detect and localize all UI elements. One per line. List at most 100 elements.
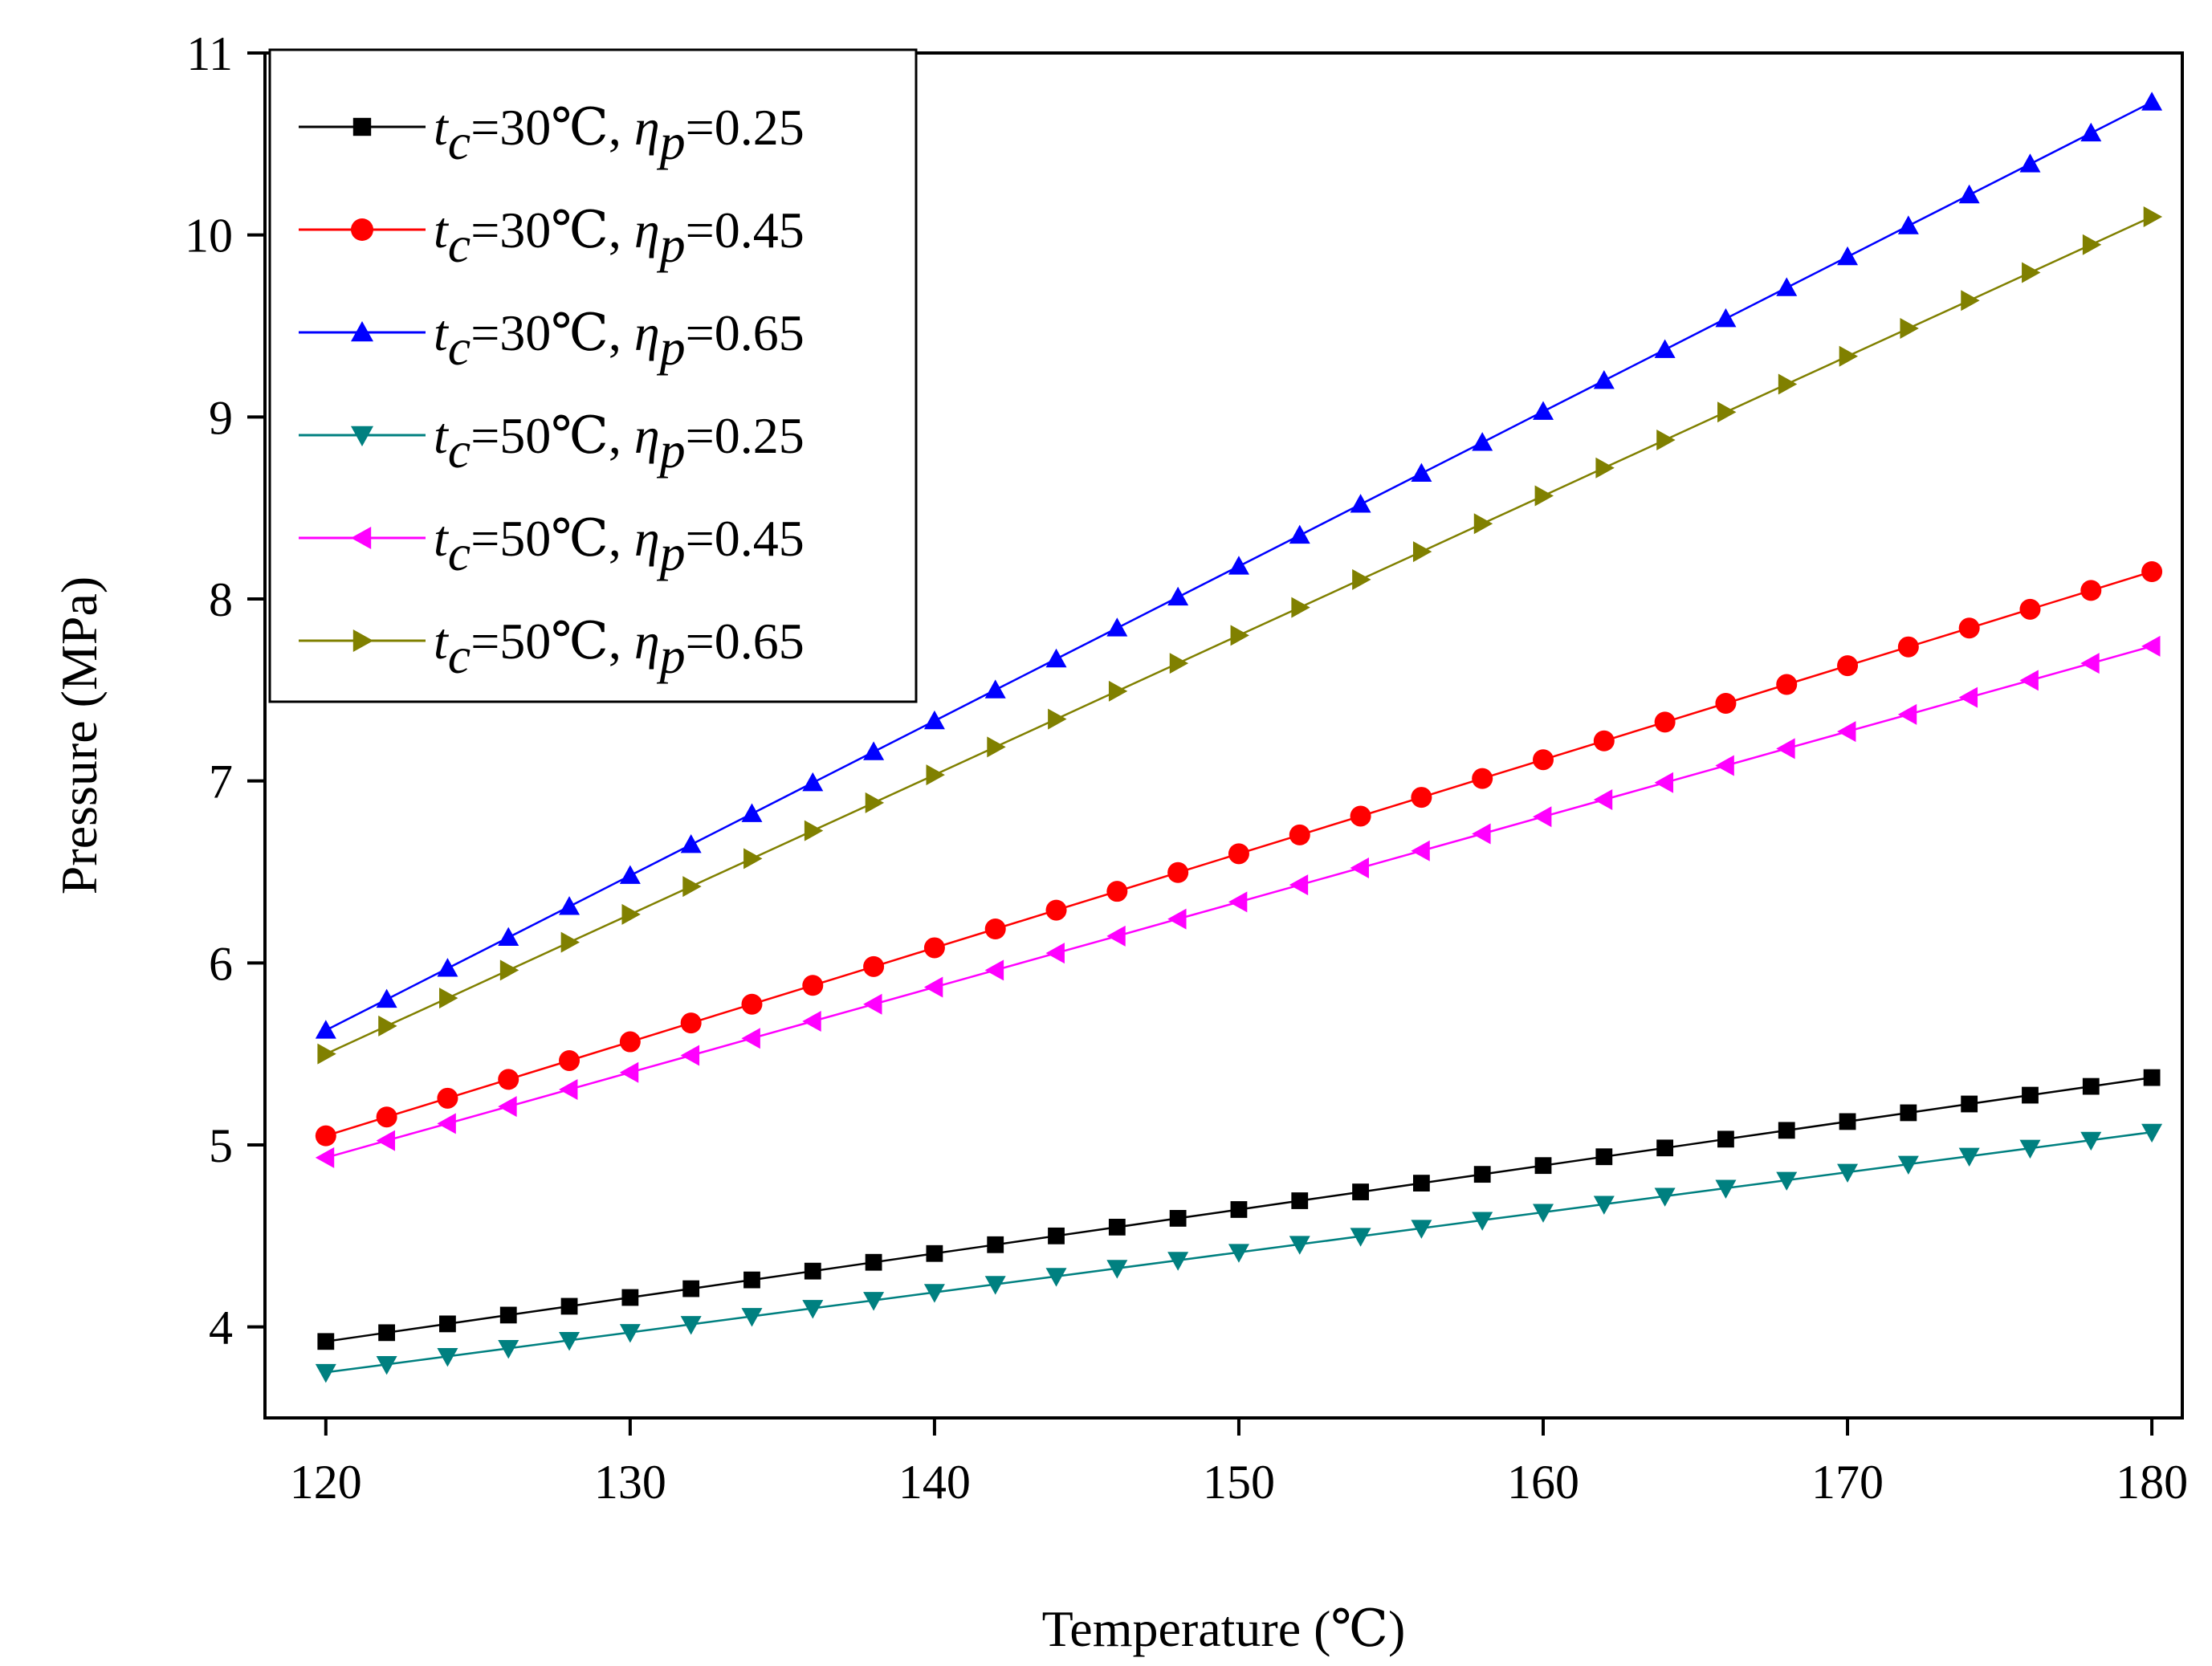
data-point xyxy=(926,1244,943,1262)
data-point xyxy=(1717,1130,1734,1148)
legend-label-part: c xyxy=(448,524,471,581)
legend-label-part: p xyxy=(657,524,686,581)
data-point xyxy=(2019,153,2041,173)
data-point xyxy=(2141,635,2161,657)
data-point xyxy=(437,958,458,977)
series-layer xyxy=(315,92,2163,1383)
legend-label-part: p xyxy=(657,627,686,684)
data-point xyxy=(559,1049,580,1071)
data-point xyxy=(2019,598,2041,620)
data-point xyxy=(1045,1268,1067,1287)
data-point xyxy=(1048,1227,1065,1244)
data-point xyxy=(1961,1095,1978,1113)
data-point xyxy=(376,1355,397,1375)
data-point xyxy=(1167,862,1189,883)
data-point xyxy=(863,1292,885,1311)
legend-label-part: t xyxy=(434,202,450,259)
data-point xyxy=(559,1078,578,1100)
data-point xyxy=(498,1096,517,1118)
data-point xyxy=(1837,1163,1859,1183)
data-point xyxy=(2141,92,2163,111)
data-point xyxy=(1656,430,1676,451)
data-point xyxy=(439,988,458,1009)
data-point xyxy=(1900,1104,1917,1122)
data-point xyxy=(1958,1147,1980,1167)
data-point xyxy=(1656,1139,1674,1157)
data-point xyxy=(437,1347,458,1367)
legend-label-part: c xyxy=(448,113,471,170)
data-point xyxy=(984,919,1006,940)
legend-label: tc=50℃, ηp=0.45 xyxy=(434,510,805,581)
plot-frame xyxy=(263,51,2184,1420)
data-point xyxy=(1228,556,1249,575)
legend-item: tc=50℃, ηp=0.25 xyxy=(299,407,805,479)
data-point xyxy=(1291,1192,1309,1209)
data-point xyxy=(1776,738,1795,760)
data-point xyxy=(1045,943,1065,964)
data-point xyxy=(2022,1086,2039,1104)
data-point xyxy=(1593,1196,1615,1215)
legend-label-part: t xyxy=(434,510,450,567)
data-point xyxy=(1837,655,1859,677)
legend-item: tc=30℃, ηp=0.45 xyxy=(299,202,805,273)
legend-label-part: =0.25 xyxy=(686,407,805,464)
data-point xyxy=(2082,1077,2100,1095)
data-point xyxy=(1533,749,1554,771)
data-point xyxy=(1045,899,1067,921)
data-point xyxy=(1715,1179,1737,1199)
x-tick-label: 120 xyxy=(290,1456,362,1509)
legend-item: tc=50℃, ηp=0.65 xyxy=(299,613,805,684)
legend-label-part: =50℃, xyxy=(471,407,634,464)
data-point xyxy=(741,803,763,822)
data-point xyxy=(741,1028,760,1049)
data-point xyxy=(682,876,702,898)
data-point xyxy=(1472,768,1493,789)
data-point xyxy=(1106,1260,1128,1279)
data-point xyxy=(619,1031,641,1053)
data-point xyxy=(1595,457,1615,479)
legend-label-part: =0.65 xyxy=(686,304,805,361)
data-point xyxy=(1961,290,1980,312)
data-point xyxy=(559,896,580,915)
data-point xyxy=(560,1297,578,1315)
series-3 xyxy=(315,92,2163,1039)
legend-label-part: η xyxy=(634,510,660,567)
data-point xyxy=(984,679,1006,699)
data-point xyxy=(1473,1166,1491,1183)
data-point xyxy=(1108,1218,1126,1236)
data-point xyxy=(2141,561,2163,582)
legend-label-part: t xyxy=(434,407,450,464)
data-point xyxy=(315,1125,336,1147)
data-point xyxy=(376,1130,396,1151)
data-point xyxy=(1593,730,1615,752)
data-point xyxy=(865,1253,882,1271)
data-point xyxy=(2080,122,2102,142)
data-point xyxy=(680,834,702,853)
data-point xyxy=(1230,1201,1248,1218)
data-point xyxy=(802,1300,824,1319)
data-point xyxy=(1411,1220,1432,1239)
legend-label-part: p xyxy=(657,216,686,273)
legend-marker xyxy=(351,426,373,446)
data-point xyxy=(923,976,943,998)
data-point xyxy=(680,1316,702,1335)
legend-label-part: =30℃, xyxy=(471,202,634,259)
data-point xyxy=(1289,1236,1310,1255)
legend-label-part: =50℃, xyxy=(471,510,634,567)
data-point xyxy=(1169,653,1189,674)
data-point xyxy=(1533,806,1552,828)
data-point xyxy=(1230,625,1249,646)
data-point xyxy=(1412,541,1432,563)
legend-label-part: η xyxy=(634,407,660,464)
data-point xyxy=(1839,1113,1856,1130)
data-point xyxy=(317,1333,335,1350)
data-point xyxy=(987,736,1006,758)
legend-label: tc=30℃, ηp=0.65 xyxy=(434,304,805,376)
data-point xyxy=(923,937,945,959)
data-point xyxy=(1228,843,1249,865)
data-point xyxy=(1958,617,1980,639)
legend-marker xyxy=(351,218,373,241)
data-point xyxy=(1715,308,1737,328)
data-point xyxy=(1534,485,1554,507)
legend-label-part: =0.65 xyxy=(686,613,805,670)
